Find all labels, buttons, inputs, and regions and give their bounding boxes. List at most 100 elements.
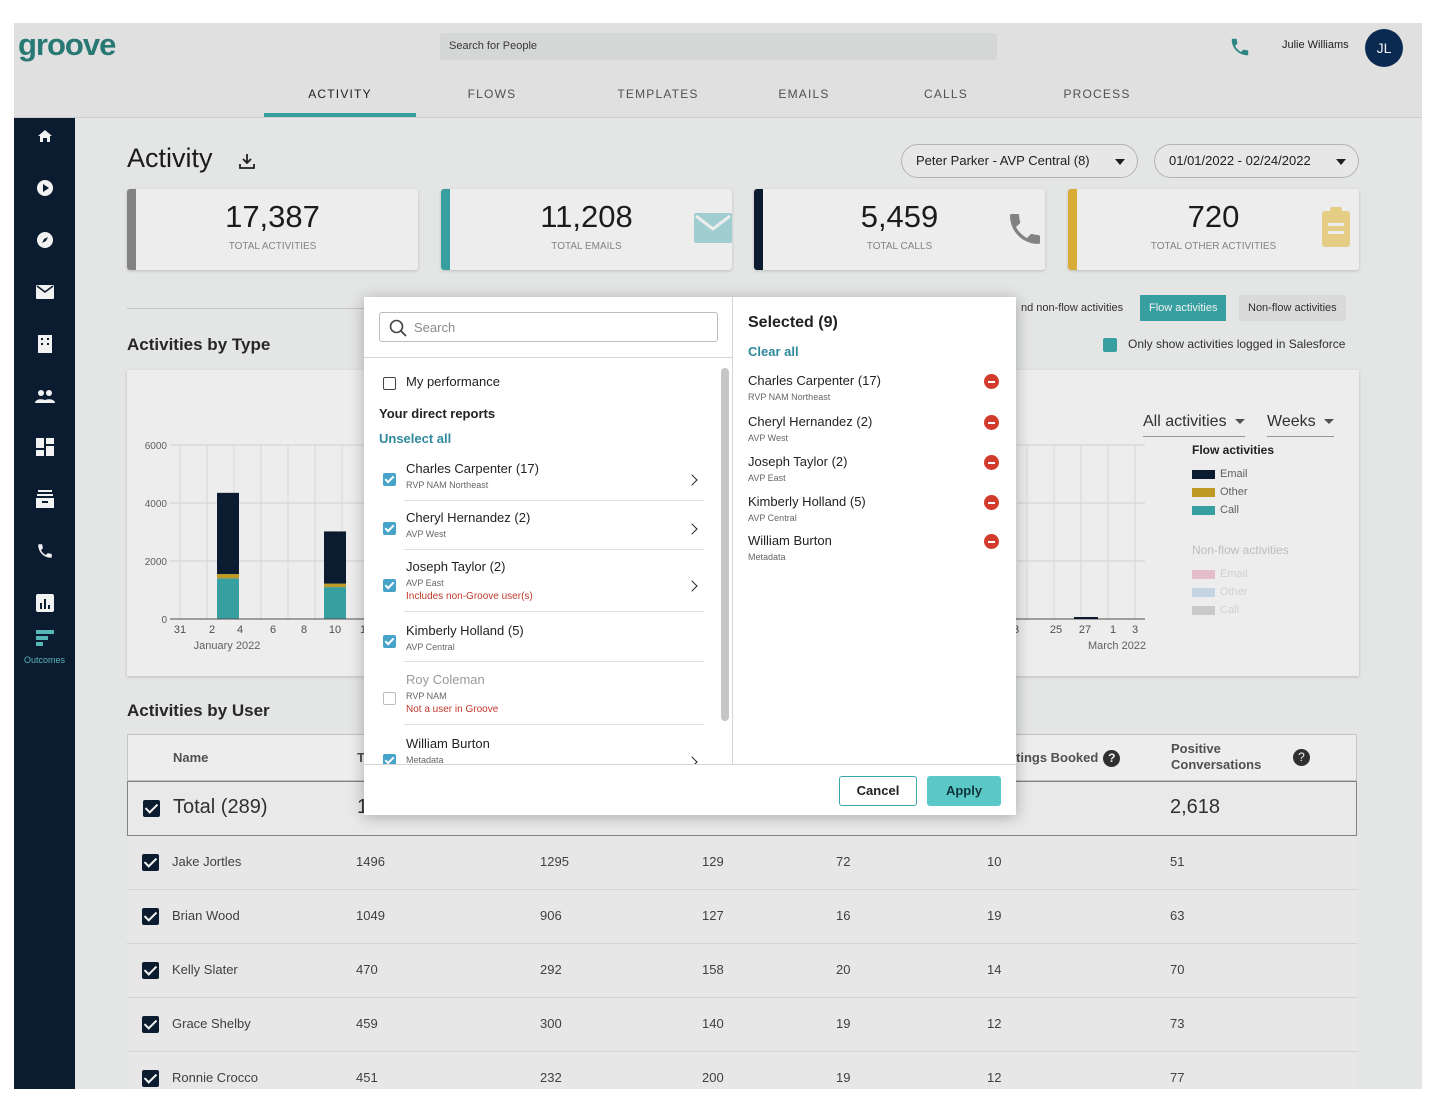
cell-name: Grace Shelby [172,1016,251,1031]
table-row[interactable]: Grace Shelby 459 300 140 19 12 73 [127,998,1357,1052]
chevron-right-icon[interactable] [686,474,698,486]
card-accent [1068,189,1077,270]
tab-flows[interactable]: FLOWS [467,87,517,101]
card-accent [441,189,450,270]
user-name[interactable]: Julie Williams [1282,39,1349,51]
home-icon[interactable] [14,121,75,151]
period-dropdown[interactable]: Weeks [1267,413,1334,437]
person-filter-dropdown[interactable]: Peter Parker - AVP Central (8) [901,144,1138,178]
header-positive-conversations[interactable]: Positive Conversations [1171,741,1262,772]
remove-icon[interactable] [984,534,999,549]
header-meetings-booked[interactable]: tings Booked? [1016,750,1121,767]
segment-flow-activities[interactable]: Flow activities [1140,295,1227,321]
person-checkbox[interactable] [383,754,396,764]
divider [404,661,704,662]
people-search-field[interactable]: Search [379,312,718,342]
row-checkbox[interactable] [142,854,159,871]
table-row[interactable]: Brian Wood 1049 906 127 16 19 63 [127,890,1357,944]
cell-emails: 906 [540,908,562,923]
tab-process[interactable]: PROCESS [1063,87,1131,101]
person-checkbox[interactable] [383,635,396,648]
row-checkbox[interactable] [142,1070,159,1087]
groove-logo[interactable]: groove [18,27,116,62]
stat-value: 11,208 [540,199,633,234]
phone-icon[interactable] [14,536,75,566]
unselect-all-link[interactable]: Unselect all [379,431,452,446]
my-performance-label[interactable]: My performance [406,374,500,389]
chevron-right-icon[interactable] [686,756,698,764]
help-icon[interactable]: ? [1293,749,1310,766]
chevron-down-icon [1115,159,1125,165]
cell-emails: 1295 [540,854,569,869]
person-name[interactable]: Kimberly Holland (5) [406,623,524,638]
help-icon[interactable]: ? [1103,750,1121,767]
list-scrollbar[interactable] [721,368,729,721]
table-row[interactable]: Kelly Slater 470 292 158 20 14 70 [127,944,1357,998]
person-checkbox[interactable] [383,473,396,486]
row-checkbox[interactable] [142,908,159,925]
chevron-right-icon[interactable] [686,580,698,592]
table-row[interactable]: Jake Jortles 1496 1295 129 72 10 51 [127,836,1357,890]
dashboard-icon[interactable] [14,432,75,462]
tab-templates[interactable]: TEMPLATES [617,87,699,101]
remove-icon[interactable] [984,374,999,389]
person-filter-value: Peter Parker - AVP Central (8) [916,153,1090,168]
people-icon[interactable] [14,381,75,411]
stat-label: TOTAL ACTIVITIES [228,241,317,252]
tab-emails[interactable]: EMAILS [778,87,830,101]
remove-icon[interactable] [984,455,999,470]
person-name[interactable]: Cheryl Hernandez (2) [406,510,531,525]
header-total[interactable]: T [357,750,365,765]
date-range-dropdown[interactable]: 01/01/2022 - 02/24/2022 [1154,144,1359,178]
people-search-input[interactable]: Search for People [440,33,997,60]
x-tick-label: 4 [237,624,243,636]
person-name[interactable]: Joseph Taylor (2) [406,559,506,574]
person-checkbox[interactable] [383,522,396,535]
row-checkbox[interactable] [142,1016,159,1033]
mail-icon[interactable] [14,277,75,307]
total-checkbox[interactable] [143,800,160,817]
row-checkbox[interactable] [142,962,159,979]
building-icon[interactable] [14,329,75,359]
tab-activity[interactable]: ACTIVITY [264,78,416,117]
cell-name: Jake Jortles [172,854,242,869]
person-role: AVP West [406,529,447,539]
outcomes-icon[interactable] [14,623,75,653]
segment-non-flow-activities[interactable]: Non-flow activities [1239,295,1346,321]
chevron-right-icon[interactable] [686,523,698,535]
compass-icon[interactable] [14,225,75,255]
report-icon[interactable] [14,588,75,618]
phone-icon[interactable] [1229,36,1251,58]
divider [404,549,704,550]
person-name[interactable]: William Burton [406,736,490,751]
activity-type-dropdown[interactable]: All activities [1143,413,1245,437]
person-name[interactable]: Charles Carpenter (17) [406,461,539,476]
remove-icon[interactable] [984,495,999,510]
cancel-button[interactable]: Cancel [839,776,917,806]
sidebar-item-outcomes[interactable]: Outcomes [23,655,65,665]
modal-divider [732,297,733,764]
person-checkbox[interactable] [383,579,396,592]
segment-all-activities[interactable]: nd non-flow activities [1021,302,1124,314]
cell-positive: 73 [1170,1016,1185,1031]
inbox-icon[interactable] [14,484,75,514]
play-icon[interactable] [14,173,75,203]
remove-icon[interactable] [984,415,999,430]
tab-calls[interactable]: CALLS [923,87,969,101]
month-label: March 2022 [1088,640,1146,652]
download-icon[interactable] [238,152,256,170]
total-first-value: 1 [357,796,369,818]
header-name[interactable]: Name [173,750,209,765]
avatar[interactable]: JL [1365,29,1403,67]
table-row[interactable]: Ronnie Crocco 451 232 200 19 12 77 [127,1052,1357,1089]
cell-other: 19 [836,1070,851,1085]
chart-bar-email [217,492,239,575]
clear-all-link[interactable]: Clear all [748,344,799,359]
apply-button[interactable]: Apply [927,776,1001,806]
person-role: Metadata [406,755,444,764]
x-tick-label: 31 [174,624,186,636]
salesforce-checkbox[interactable] [1103,338,1117,352]
my-performance-checkbox[interactable] [383,377,396,390]
stat-value: 17,387 [225,199,320,234]
divider [404,611,704,612]
